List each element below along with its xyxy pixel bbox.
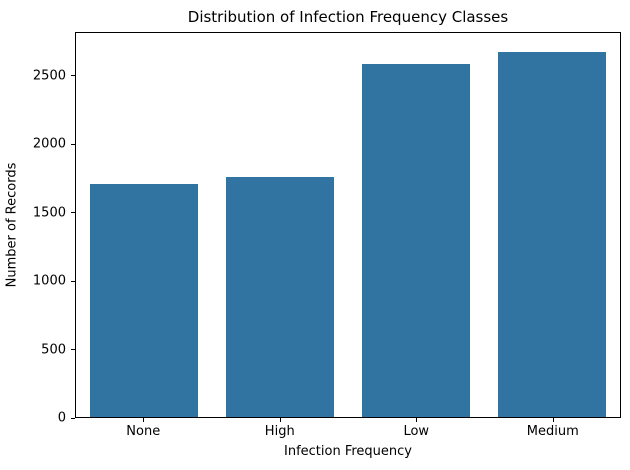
x-tick-mark	[279, 418, 281, 422]
y-tick-label: 1500	[32, 205, 66, 221]
x-tick-mark	[143, 418, 145, 422]
y-tick-label: 2500	[32, 68, 66, 84]
y-tick-mark	[71, 417, 75, 419]
bar-medium	[497, 52, 607, 417]
bar-none	[89, 184, 199, 417]
x-tick-label-none: None	[126, 424, 161, 439]
bar-slot-medium	[484, 33, 620, 417]
x-tick-label-low: Low	[403, 424, 430, 439]
bar-high	[225, 177, 335, 417]
x-tick-label-high: High	[264, 424, 295, 439]
y-tick-mark	[71, 280, 75, 282]
y-tick-mark	[71, 75, 75, 77]
x-tick-mark	[552, 418, 554, 422]
y-tick-label: 2000	[32, 136, 66, 152]
plot-area	[75, 32, 621, 418]
y-tick-label: 500	[41, 342, 66, 358]
x-tick-label-medium: Medium	[526, 424, 579, 439]
x-tick-mark	[416, 418, 418, 422]
x-axis-label: Infection Frequency	[284, 444, 412, 459]
y-axis-label: Number of Records	[4, 162, 20, 288]
bar-slot-low	[348, 33, 484, 417]
y-tick-mark	[71, 349, 75, 351]
y-tick-mark	[71, 143, 75, 145]
bar-low	[361, 64, 471, 417]
y-tick-label: 1000	[32, 273, 66, 289]
y-tick-label: 0	[57, 410, 66, 426]
bar-slot-none	[76, 33, 212, 417]
y-tick-mark	[71, 212, 75, 214]
bars	[76, 33, 620, 417]
chart-title: Distribution of Infection Frequency Clas…	[187, 8, 509, 26]
bar-slot-high	[212, 33, 348, 417]
